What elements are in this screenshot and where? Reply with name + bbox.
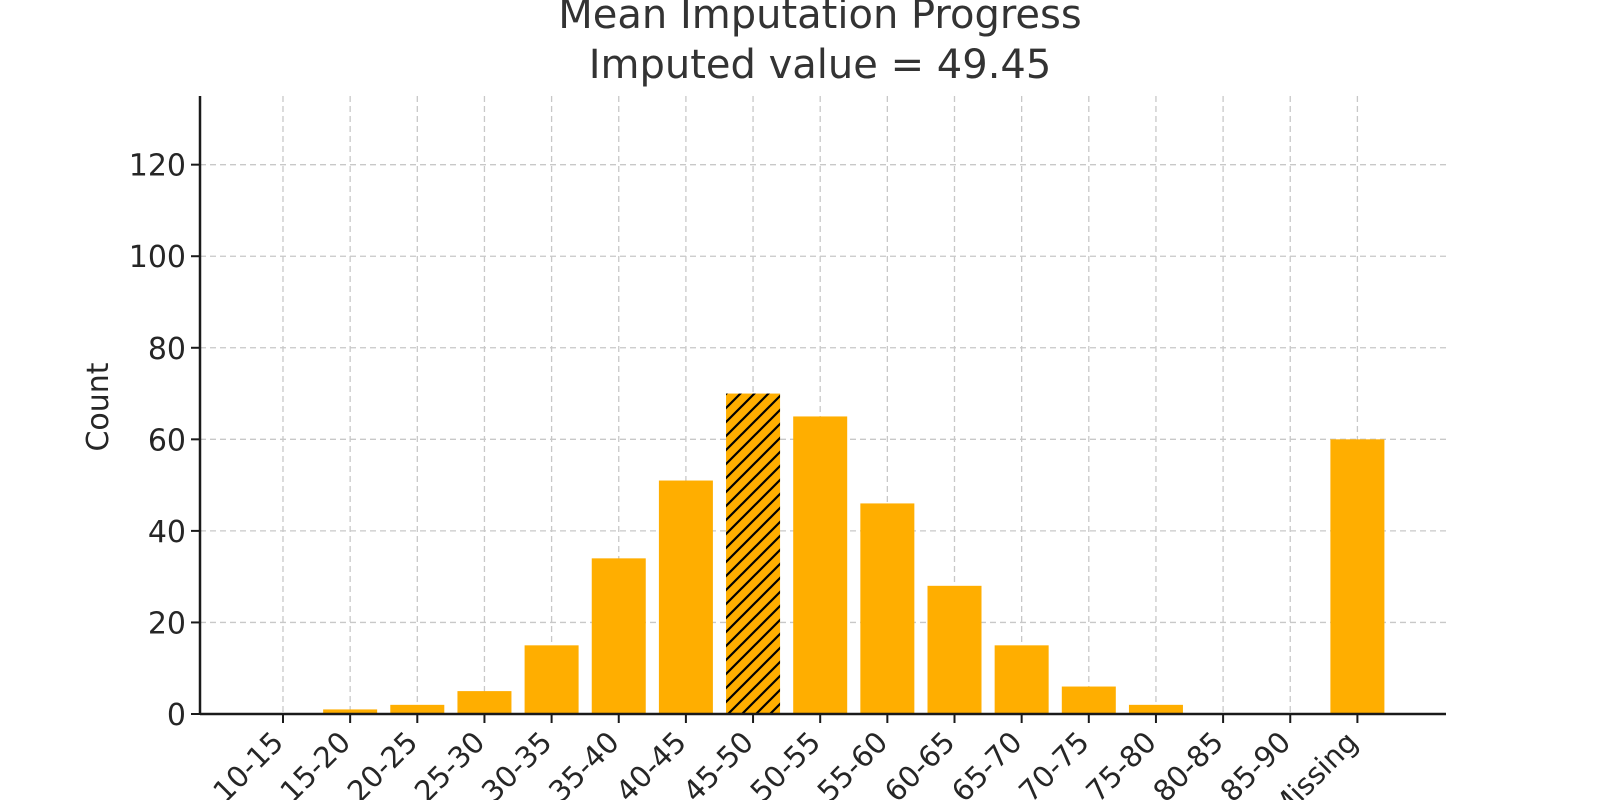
bar (323, 709, 378, 714)
bar (1128, 704, 1183, 714)
bar (457, 691, 512, 714)
y-tick-label: 80 (148, 332, 186, 367)
y-tick-label: 20 (148, 606, 186, 641)
chart-title: Mean Imputation Progress (558, 0, 1081, 38)
y-tick-label: 0 (167, 698, 186, 733)
bar (860, 503, 915, 714)
y-axis-label: Count (81, 362, 116, 451)
chart-subtitle: Imputed value = 49.45 (589, 42, 1052, 88)
y-tick-label: 60 (148, 423, 186, 458)
bars (323, 393, 1385, 714)
axes (191, 96, 1446, 723)
y-tick-label: 40 (148, 515, 186, 550)
bar (591, 558, 646, 714)
bar (658, 480, 713, 714)
bar (524, 645, 579, 714)
bar (1330, 439, 1385, 714)
bar (390, 704, 445, 714)
bar-hatch (726, 393, 781, 714)
bar (1061, 686, 1116, 714)
bar (994, 645, 1049, 714)
bar (793, 416, 848, 714)
y-tick-label: 120 (129, 149, 186, 184)
y-tick-label: 100 (129, 240, 186, 275)
bar (927, 585, 982, 714)
